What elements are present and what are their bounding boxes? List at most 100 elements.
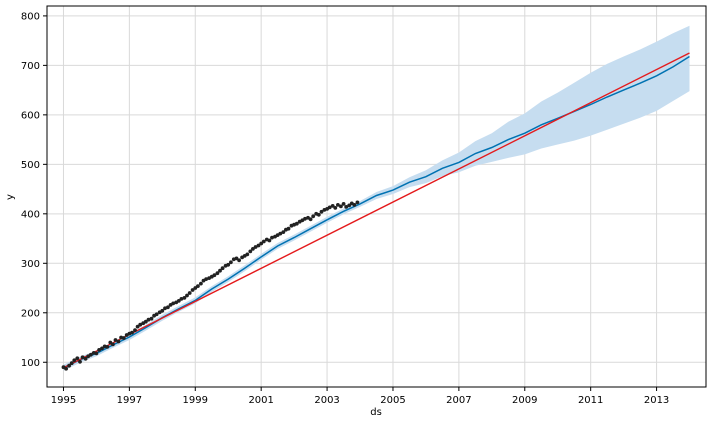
observed-point [111,342,115,347]
y-tick-label: 200 [21,308,40,319]
observed-point [182,296,187,300]
observed-point [166,305,170,310]
y-axis-ticks: 100 200 300 400 500 600 700 800 [21,11,47,369]
observed-point [116,339,121,344]
observed-point [69,361,74,366]
observed-point [251,247,255,251]
y-tick-label: 800 [21,11,40,22]
observed-point [100,346,104,351]
x-axis-ticks: 1995 1997 1999 2001 2003 2005 2007 2009 2011 2013 [51,387,669,406]
observed-point [261,239,266,244]
observed-point [83,356,88,361]
observed-point [193,286,198,290]
observed-point [220,266,225,271]
y-axis-label: y [5,194,16,200]
x-tick-label: 2013 [644,395,669,406]
observed-point [267,238,272,243]
observed-point [281,230,286,235]
x-tick-label: 1995 [51,395,76,406]
observed-point [330,204,335,208]
observed-point [121,336,126,340]
observed-point [341,202,346,206]
observed-point [94,351,99,356]
observed-point [308,217,313,222]
observed-point [253,245,258,249]
observed-point [146,317,151,322]
observed-point [218,268,222,273]
observed-points [61,200,360,371]
y-tick-label: 700 [21,61,40,72]
observed-point [347,203,352,208]
observed-point [303,216,307,221]
observed-point [133,328,137,332]
x-tick-label: 2005 [380,395,405,406]
observed-point [80,355,85,360]
observed-point [196,284,200,288]
observed-point [355,200,360,205]
observed-point [245,252,250,257]
x-tick-label: 2007 [446,395,471,406]
observed-point [352,203,357,207]
observed-point [113,338,118,342]
y-tick-label: 400 [21,209,40,220]
y-tick-label: 600 [21,110,40,121]
observed-point [204,277,209,281]
observed-point [294,221,299,226]
observed-point [135,324,140,329]
observed-point [229,260,233,265]
observed-point [226,262,231,267]
trend-line [63,52,690,369]
y-tick-label: 100 [21,358,40,369]
x-axis-label: ds [370,407,382,418]
observed-point [234,256,239,261]
observed-point [311,214,316,219]
observed-point [97,348,101,352]
observed-point [259,241,264,246]
observed-point [278,231,283,236]
observed-point [256,243,261,248]
observed-point [190,288,195,292]
y-tick-label: 300 [21,259,40,270]
observed-point [72,358,77,363]
observed-point [185,293,189,298]
x-tick-label: 2009 [512,395,537,406]
observed-point [75,356,80,361]
observed-point [176,299,181,303]
observed-point [108,340,113,345]
observed-point [327,205,332,210]
observed-point [163,306,167,311]
observed-point [237,258,242,263]
y-tick-label: 500 [21,160,40,171]
plot-frame [46,5,707,388]
observed-point [179,297,184,301]
observed-point [88,352,93,357]
observed-point [67,363,71,368]
observed-point [316,212,321,217]
observed-point [248,249,253,254]
uncertainty-interval [63,25,690,371]
observed-point [105,345,110,349]
x-tick-label: 1997 [117,395,142,406]
observed-point [149,316,154,321]
observed-point [336,203,340,207]
observed-point [344,205,349,209]
observed-point [143,319,148,324]
x-tick-label: 1999 [183,395,208,406]
observed-point [286,226,291,231]
x-tick-label: 2011 [578,395,603,406]
observed-point [199,281,203,286]
observed-point [154,312,159,317]
observed-point [160,308,165,313]
observed-point [270,235,274,240]
observed-point [339,204,343,209]
observed-point [171,301,176,306]
observed-point [130,330,134,335]
x-tick-label: 2001 [248,395,273,406]
observed-point [64,366,68,371]
observed-point [212,273,217,278]
x-tick-label: 2003 [314,395,339,406]
observed-point [138,322,143,327]
interval-band [63,25,690,371]
axes-frame [46,5,707,388]
